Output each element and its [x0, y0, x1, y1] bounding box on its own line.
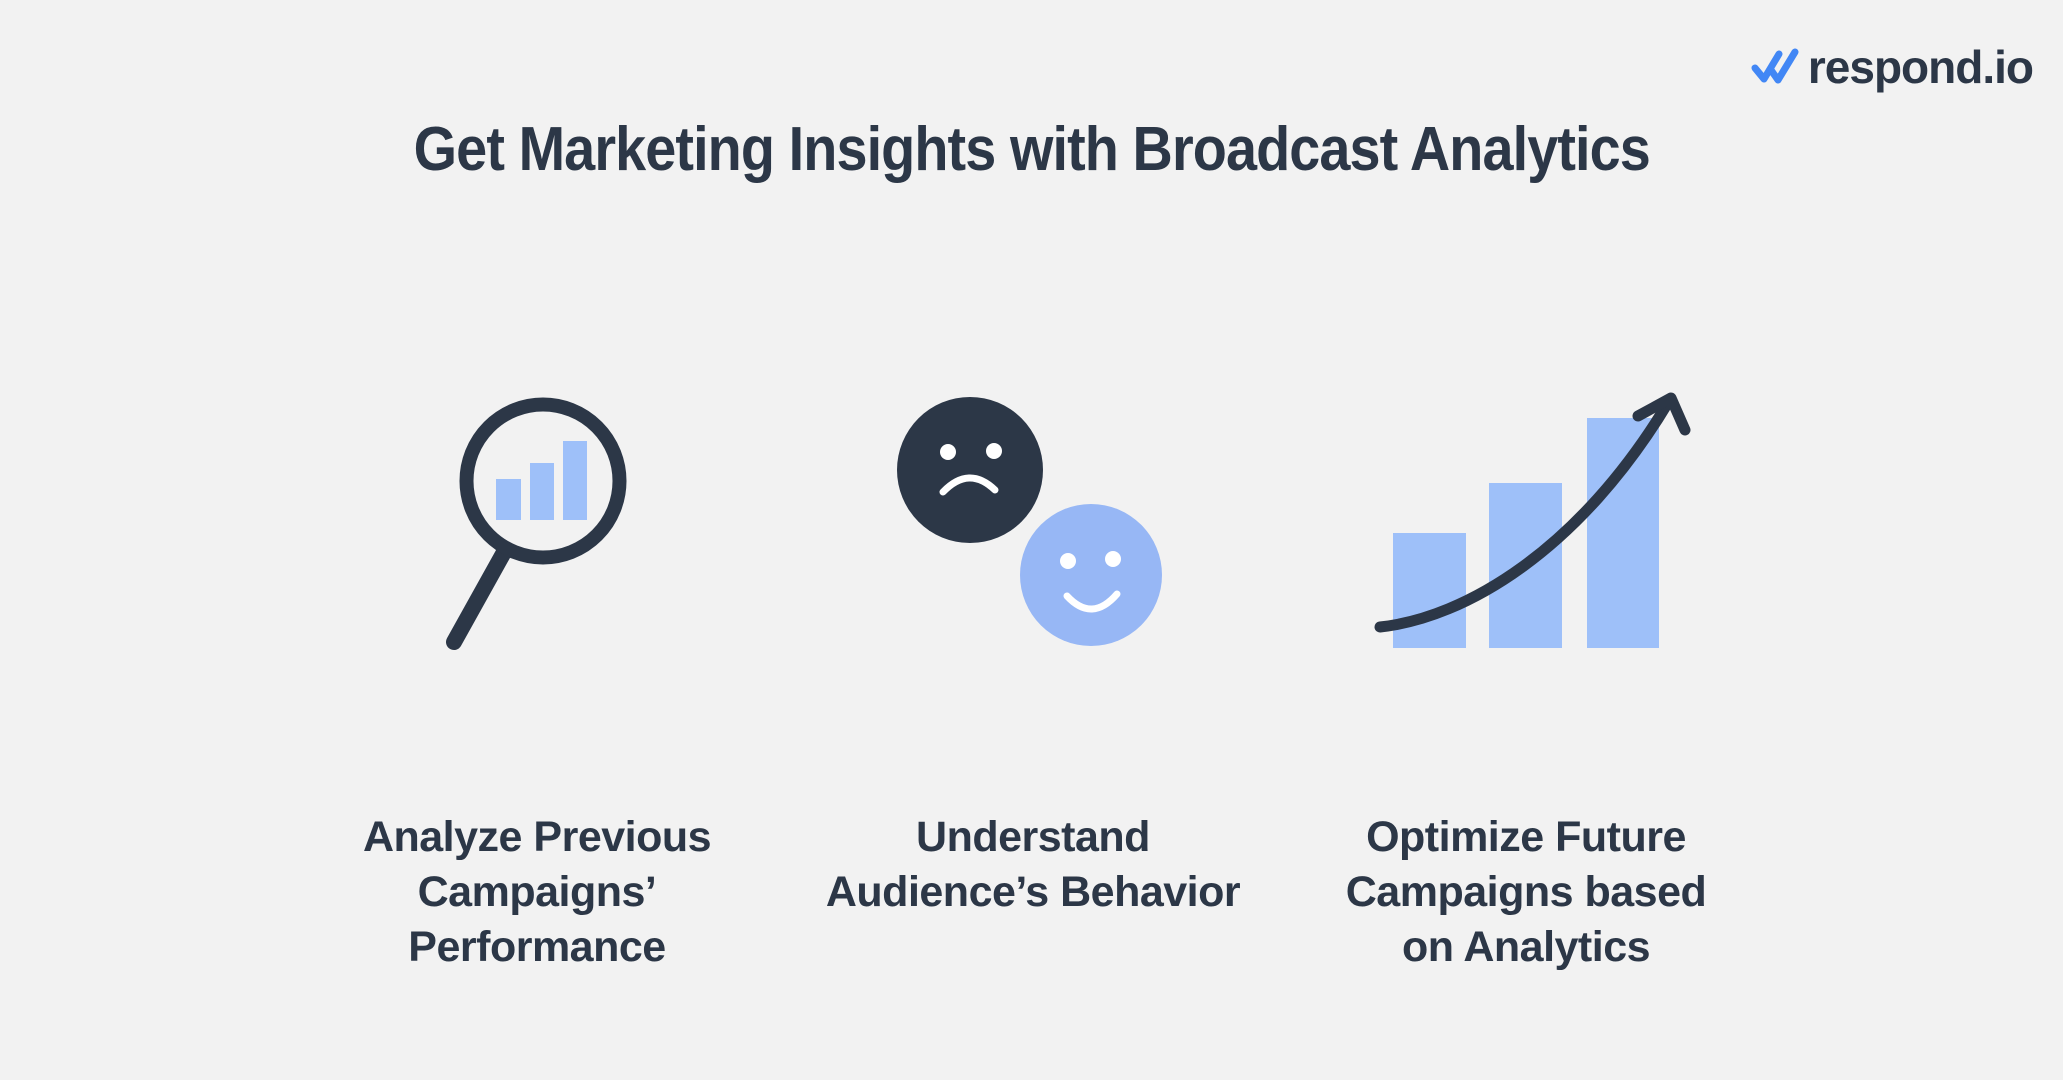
- caption-line: Optimize Future: [1366, 813, 1686, 861]
- brand-name: respond.io: [1807, 41, 2034, 93]
- feature-caption-analyze: Analyze Previous Campaigns’ Performance: [287, 810, 787, 975]
- sad-happy-faces-icon: [897, 397, 1162, 646]
- caption-line: on Analytics: [1401, 923, 1651, 971]
- feature-caption-understand: Understand Audience’s Behavior: [783, 810, 1283, 920]
- caption-line: Performance: [408, 923, 666, 971]
- feature-caption-optimize: Optimize Future Campaigns based on Analy…: [1276, 810, 1776, 975]
- caption-line: Audience’s Behavior: [825, 868, 1241, 916]
- brand-logo: respond.io: [1750, 40, 2034, 94]
- magnifier-bar-chart-icon: [446, 397, 627, 650]
- page-title: Get Marketing Insights with Broadcast An…: [413, 115, 1650, 184]
- caption-line: Campaigns based: [1345, 868, 1707, 916]
- caption-line: Understand: [916, 813, 1150, 861]
- caption-line: Analyze Previous: [362, 813, 712, 861]
- happy-face: [1020, 504, 1162, 646]
- caption-line: Campaigns’: [417, 868, 657, 916]
- double-check-icon: [1751, 48, 1799, 84]
- sad-face: [897, 397, 1043, 543]
- rising-bar-chart-arrow-icon: [1374, 392, 1691, 648]
